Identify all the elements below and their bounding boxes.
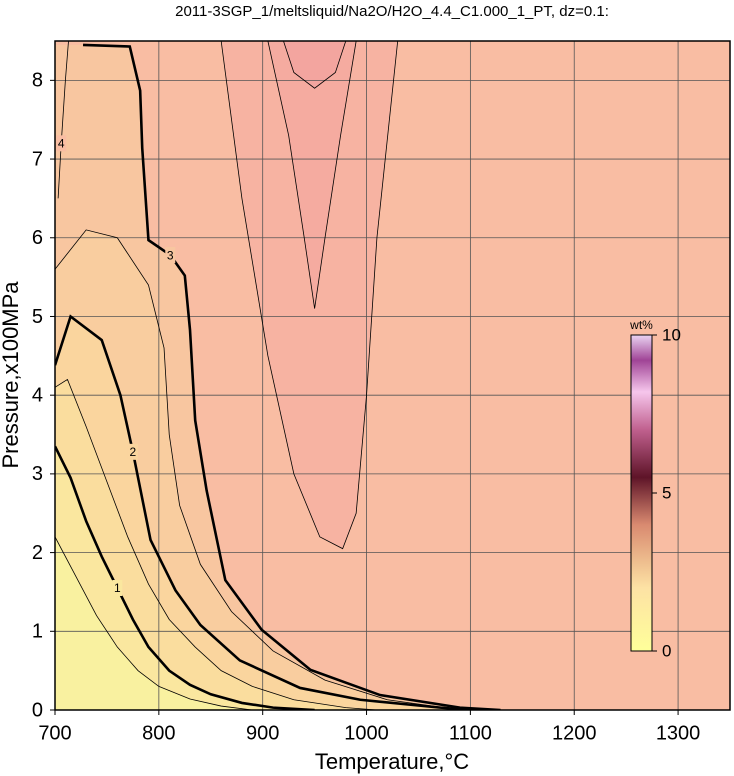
contour-line [82, 43, 501, 710]
contour-fill [221, 41, 398, 549]
contour-label: 3 [167, 248, 174, 262]
contour-fill [55, 446, 315, 710]
y-tick-label: 8 [32, 70, 43, 92]
contour-fill [283, 41, 346, 89]
contour-label: 4 [58, 136, 65, 150]
x-axis-label: Temperature,°C [315, 749, 469, 774]
contour-line [220, 41, 399, 550]
overlay: 700 800 900 1000 1100 1200 1300 0 1 2 3 4 5 6 7 8 0 5 10 wt… [32, 40, 731, 744]
colorbar [630, 334, 653, 652]
contour-fill [267, 41, 357, 309]
x-tick-label: 1200 [552, 722, 597, 744]
plot-frame [54, 40, 731, 711]
contour-line [283, 41, 347, 89]
y-tick-label: 4 [32, 384, 43, 406]
contour-line [55, 536, 253, 710]
contour-line [55, 378, 377, 710]
colorbar-label: wt% [629, 318, 653, 332]
colorbar-tick-label: 5 [662, 483, 671, 502]
contour-label-bg [165, 247, 176, 264]
y-tick-label: 3 [32, 463, 43, 485]
colorbar-tick-label: 10 [662, 325, 681, 344]
contour-label: 2 [130, 445, 137, 459]
y-tick-label: 2 [32, 542, 43, 564]
contour-label: 1 [114, 581, 121, 595]
y-tick-label: 6 [32, 227, 43, 249]
y-axis-label: Pressure,x100MPa [0, 281, 23, 469]
plot-area: 3 2 1 4 [55, 41, 730, 710]
y-tick-label: 5 [32, 306, 43, 328]
x-tick-label: 1000 [344, 722, 389, 744]
y-tick-label: 7 [32, 148, 43, 170]
contour-line [55, 314, 471, 710]
x-tick-label: 700 [38, 722, 71, 744]
contour-fill [55, 536, 253, 710]
chart-title: 2011-3SGP_1/meltsliquid/Na2O/H2O_4.4_C1.… [175, 3, 609, 20]
contour-label-bg [127, 443, 138, 460]
contour-line [57, 41, 69, 199]
contour-line [55, 229, 481, 710]
y-tick-label: 1 [32, 621, 43, 643]
x-tick-label: 1100 [449, 722, 492, 744]
contour-label-bg [56, 135, 67, 152]
x-tick-label: 800 [142, 722, 175, 744]
contour-line [267, 41, 357, 309]
contour-line [55, 445, 315, 710]
contour-label-bg [112, 580, 123, 597]
x-tick-label: 900 [246, 722, 279, 744]
colorbar-tick-label: 0 [662, 641, 671, 660]
x-tick-label: 1300 [656, 722, 701, 744]
y-tick-label: 0 [32, 699, 43, 721]
